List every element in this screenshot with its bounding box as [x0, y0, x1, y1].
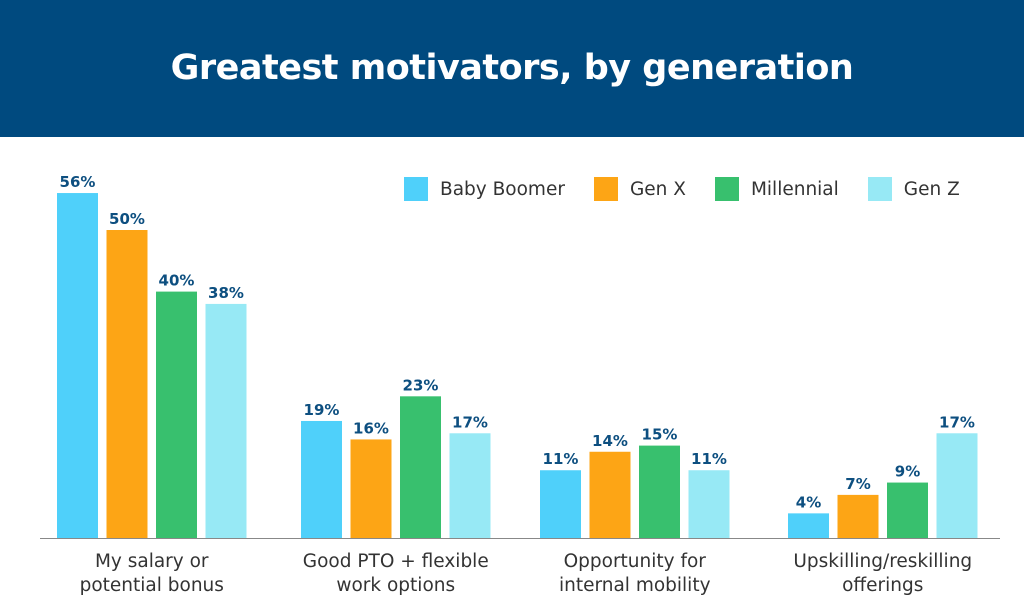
data-label: 11%	[691, 450, 727, 468]
data-label: 56%	[60, 173, 96, 191]
legend-item-baby-boomer: Baby Boomer	[404, 177, 565, 201]
data-label: 14%	[592, 432, 628, 450]
bar-gen-x-2	[589, 451, 631, 538]
legend-swatch	[404, 177, 428, 201]
legend-swatch	[867, 177, 892, 201]
bar-baby-boomer-1	[301, 420, 342, 538]
bar-millennial-1	[400, 396, 441, 538]
category-label: work options	[336, 575, 455, 596]
category-label: potential bonus	[80, 575, 224, 596]
bar-gen-x-0	[106, 230, 148, 538]
data-label: 7%	[845, 475, 870, 493]
legend-item-gen-z: Gen Z	[867, 177, 960, 201]
category-label: Good PTO + flexible	[303, 551, 489, 572]
legend-swatch	[593, 177, 618, 201]
bar-millennial-3	[887, 482, 928, 538]
bar-millennial-0	[156, 291, 197, 538]
bar-gen-x-1	[350, 439, 392, 538]
data-label: 11%	[543, 450, 579, 468]
legend-label: Baby Boomer	[440, 178, 565, 200]
data-label: 40%	[159, 272, 195, 290]
data-label: 17%	[939, 413, 975, 431]
data-label: 9%	[895, 463, 920, 481]
legend-label: Gen X	[629, 178, 686, 200]
bar-gen-x-3	[837, 494, 879, 538]
legend-item-millennial: Millennial	[714, 177, 839, 201]
data-label: 4%	[796, 493, 821, 511]
bar-millennial-2	[639, 445, 680, 538]
category-label: Opportunity for	[564, 551, 707, 572]
bar-baby-boomer-0	[57, 193, 98, 539]
legend: Baby Boomer Gen X Millennial Gen Z	[404, 177, 989, 201]
category-label: Upskilling/reskilling	[793, 551, 972, 572]
data-label: 15%	[642, 426, 678, 444]
data-label: 50%	[109, 210, 145, 228]
data-label: 19%	[304, 401, 340, 419]
data-label: 38%	[208, 284, 244, 302]
bar-baby-boomer-3	[788, 513, 829, 538]
chart-title: Greatest motivators, by generation	[170, 47, 854, 88]
category-label: My salary or	[95, 551, 209, 572]
bar-baby-boomer-2	[540, 470, 581, 538]
data-label: 23%	[403, 376, 439, 394]
category-label: internal mobility	[559, 575, 711, 596]
bar-gen-z-2	[688, 470, 730, 538]
data-label: 16%	[353, 419, 389, 437]
legend-swatch	[714, 177, 739, 201]
data-label: 17%	[452, 413, 488, 431]
legend-label: Millennial	[750, 178, 839, 200]
bar-gen-z-3	[936, 433, 978, 538]
legend-label: Gen Z	[903, 178, 960, 200]
bar-gen-z-1	[449, 433, 491, 538]
title-banner: Greatest motivators, by generation	[0, 0, 1024, 137]
category-label: offerings	[842, 575, 923, 596]
legend-item-gen-x: Gen X	[593, 177, 686, 201]
bar-gen-z-0	[205, 303, 247, 538]
